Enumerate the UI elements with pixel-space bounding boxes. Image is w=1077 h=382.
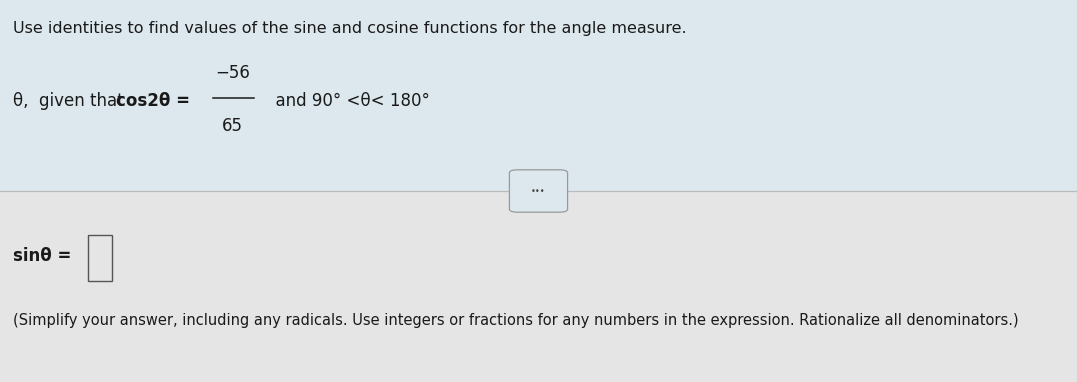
Text: sinθ =: sinθ = (13, 247, 71, 265)
Text: and 90° <θ< 180°: and 90° <θ< 180° (265, 92, 430, 110)
Text: −56: −56 (215, 63, 250, 82)
Bar (0, 191, 1077, 382)
Text: 65: 65 (222, 117, 243, 135)
FancyBboxPatch shape (509, 170, 568, 212)
Text: •••: ••• (531, 186, 546, 196)
Text: cos2θ =: cos2θ = (116, 92, 191, 110)
Text: (Simplify your answer, including any radicals. Use integers or fractions for any: (Simplify your answer, including any rad… (13, 313, 1019, 328)
Text: θ,  given that: θ, given that (13, 92, 129, 110)
Bar (0, 0, 1077, 191)
Text: Use identities to find values of the sine and cosine functions for the angle mea: Use identities to find values of the sin… (13, 21, 686, 36)
FancyBboxPatch shape (88, 235, 112, 281)
